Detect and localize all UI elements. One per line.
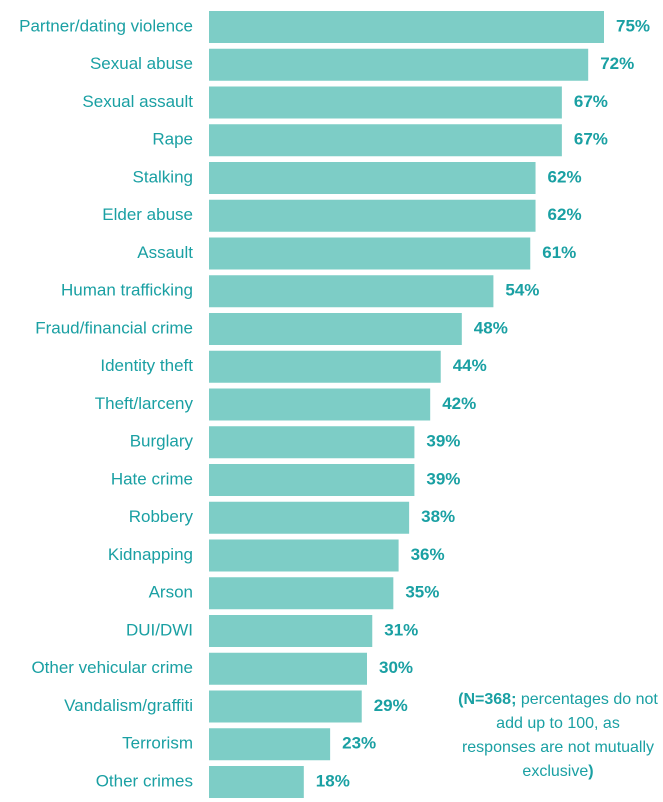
value-label: 62% xyxy=(548,167,582,186)
category-label: Arson xyxy=(149,583,193,602)
bar xyxy=(209,766,304,798)
value-label: 67% xyxy=(574,130,608,149)
value-label: 42% xyxy=(442,394,476,413)
bar xyxy=(209,615,373,647)
value-label: 62% xyxy=(548,205,582,224)
category-label: Hate crime xyxy=(111,469,193,488)
category-label: Identity theft xyxy=(100,356,193,375)
category-label: Sexual abuse xyxy=(90,54,193,73)
category-label: Vandalism/graffiti xyxy=(64,696,193,715)
value-label: 48% xyxy=(474,318,508,337)
category-label: Other vehicular crime xyxy=(31,658,193,677)
value-label: 72% xyxy=(600,54,634,73)
bar xyxy=(209,11,604,43)
bar xyxy=(209,199,536,232)
value-label: 75% xyxy=(616,16,650,35)
value-label: 61% xyxy=(542,243,576,262)
category-label: Fraud/financial crime xyxy=(35,318,193,337)
value-label: 23% xyxy=(342,734,376,753)
bar xyxy=(209,237,531,270)
value-label: 35% xyxy=(405,583,439,602)
category-label: DUI/DWI xyxy=(126,620,193,639)
value-label: 44% xyxy=(453,356,487,375)
category-label: Kidnapping xyxy=(108,545,193,564)
bar xyxy=(209,124,562,157)
category-label: Assault xyxy=(137,243,193,262)
category-label: Other crimes xyxy=(96,771,193,790)
bar xyxy=(209,690,362,723)
bar xyxy=(209,577,394,610)
bar xyxy=(209,350,441,383)
bar xyxy=(209,426,415,459)
bar xyxy=(209,313,462,345)
sample-size-note: (N=368; percentages do not add up to 100… xyxy=(458,688,658,784)
value-label: 30% xyxy=(379,658,413,677)
note-close-paren: ) xyxy=(588,763,594,780)
value-label: 36% xyxy=(411,545,445,564)
bar xyxy=(209,728,331,761)
bar xyxy=(209,464,415,496)
bar xyxy=(209,86,562,119)
value-label: 39% xyxy=(426,432,460,451)
note-text: percentages do not add up to 100, as res… xyxy=(461,691,658,780)
category-label: Robbery xyxy=(129,507,194,526)
value-label: 31% xyxy=(384,620,418,639)
category-label: Rape xyxy=(152,130,193,149)
sample-size-label: (N=368; xyxy=(458,691,517,708)
bar xyxy=(209,501,410,534)
category-label: Theft/larceny xyxy=(95,394,194,413)
bar xyxy=(209,275,494,308)
category-label: Sexual assault xyxy=(82,92,193,111)
bar xyxy=(209,539,399,572)
bar xyxy=(209,652,367,685)
bar xyxy=(209,48,589,81)
value-label: 39% xyxy=(426,469,460,488)
category-label: Partner/dating violence xyxy=(19,16,193,35)
bar xyxy=(209,162,536,194)
category-label: Terrorism xyxy=(122,734,193,753)
category-label: Burglary xyxy=(130,432,194,451)
value-label: 18% xyxy=(316,771,350,790)
category-label: Human trafficking xyxy=(61,281,193,300)
value-label: 54% xyxy=(505,281,539,300)
category-label: Stalking xyxy=(133,167,193,186)
value-label: 67% xyxy=(574,92,608,111)
bar xyxy=(209,388,431,421)
category-label: Elder abuse xyxy=(102,205,193,224)
value-label: 29% xyxy=(374,696,408,715)
value-label: 38% xyxy=(421,507,455,526)
